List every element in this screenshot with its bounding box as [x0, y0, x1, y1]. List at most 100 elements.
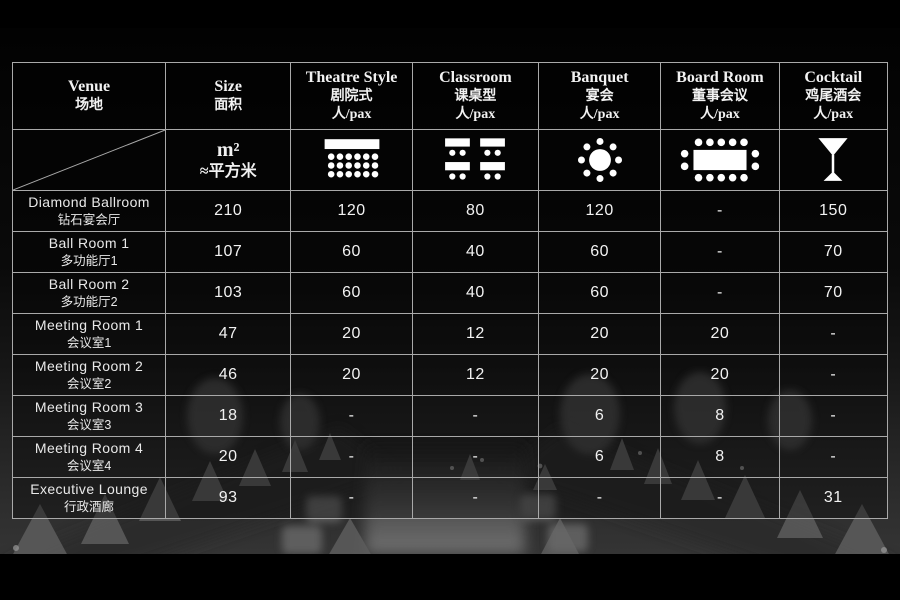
theatre-value: -: [290, 436, 413, 478]
size-value: 18: [165, 395, 292, 437]
column-header-banquet: Banquet 宴会 人/pax: [537, 62, 662, 130]
venue-name-en: Ball Room 2: [48, 276, 130, 293]
size-value: 46: [165, 354, 292, 396]
venue-name-en: Ball Room 1: [48, 235, 130, 252]
venue-cell: Ball Room 2 多功能厅2: [11, 272, 167, 314]
column-header-size: Size 面积: [165, 62, 292, 130]
cocktail-value: 150: [778, 190, 888, 232]
table-row-meeting-room-3: Meeting Room 3 会议室3 18 - - 6 8 -: [11, 395, 888, 437]
board-room-value: -: [660, 231, 780, 273]
size-value: 103: [165, 272, 292, 314]
banquet-value: 6: [537, 436, 662, 478]
table-row-meeting-room-2: Meeting Room 2 会议室2 46 20 12 20 20 -: [11, 354, 888, 396]
table-row-meeting-room-4: Meeting Room 4 会议室4 20 - - 6 8 -: [11, 436, 888, 478]
board-room-value: -: [660, 190, 780, 232]
theatre-header-en: Theatre Style: [305, 69, 398, 87]
banquet-header-pax: 人/pax: [579, 107, 620, 123]
size-value: 107: [165, 231, 292, 273]
venue-diagonal-cell: [11, 129, 167, 191]
venue-cell: Executive Lounge 行政酒廊: [11, 477, 167, 519]
venue-name-cn: 钻石宴会厅: [57, 212, 121, 227]
banquet-value: -: [537, 477, 662, 519]
classroom-value: 40: [411, 231, 539, 273]
board-room-value: -: [660, 477, 780, 519]
cocktail-icon-cell: [778, 129, 888, 191]
cocktail-value: -: [778, 354, 888, 396]
cocktail-value: 70: [778, 231, 888, 273]
column-header-venue: Venue 场地: [11, 62, 167, 130]
classroom-icon: [445, 138, 506, 180]
board-room-value: 8: [660, 436, 780, 478]
size-header-cn: 面积: [214, 97, 243, 113]
board-room-value: -: [660, 272, 780, 314]
cocktail-value: -: [778, 313, 888, 355]
venue-cell: Meeting Room 3 会议室3: [11, 395, 167, 437]
capacity-table: Venue 场地 Size 面积 Theatre Style 剧院式 人/pax…: [11, 62, 888, 519]
venue-name-cn: 行政酒廊: [64, 499, 115, 514]
column-header-classroom: Classroom 课桌型 人/pax: [411, 62, 539, 130]
board-room-table-icon: [680, 138, 760, 182]
banquet-icon-cell: [537, 129, 662, 191]
theatre-icon-cell: [290, 129, 413, 191]
venue-name-en: Meeting Room 1: [34, 317, 144, 334]
cocktail-value: -: [778, 436, 888, 478]
size-unit-cell: m² ≈平方米: [165, 129, 292, 191]
venue-header-en: Venue: [68, 77, 111, 95]
venue-name-cn: 多功能厅2: [60, 294, 118, 309]
banquet-header-en: Banquet: [570, 69, 629, 87]
venue-cell: Meeting Room 2 会议室2: [11, 354, 167, 396]
venue-cell: Meeting Room 1 会议室1: [11, 313, 167, 355]
board-room-value: 20: [660, 354, 780, 396]
theatre-value: 20: [290, 313, 413, 355]
table-row-ball-room-2: Ball Room 2 多功能厅2 103 60 40 60 - 70: [11, 272, 888, 314]
size-value: 210: [165, 190, 292, 232]
column-header-theatre: Theatre Style 剧院式 人/pax: [290, 62, 413, 130]
banquet-value: 120: [537, 190, 662, 232]
venue-name-cn: 多功能厅1: [60, 253, 118, 268]
column-header-board-room: Board Room 董事会议 人/pax: [660, 62, 780, 130]
venue-header-cn: 场地: [75, 97, 104, 113]
venue-cell: Diamond Ballroom 钻石宴会厅: [11, 190, 167, 232]
classroom-value: 80: [411, 190, 539, 232]
board-room-header-en: Board Room: [676, 69, 764, 87]
classroom-value: 12: [411, 354, 539, 396]
size-value: 47: [165, 313, 292, 355]
board-room-icon-cell: [660, 129, 780, 191]
classroom-icon-cell: [411, 129, 539, 191]
venue-name-en: Meeting Room 3: [34, 399, 144, 416]
classroom-value: -: [411, 477, 539, 519]
venue-name-cn: 会议室1: [66, 335, 112, 350]
classroom-value: -: [411, 395, 539, 437]
classroom-header-cn: 课桌型: [454, 89, 497, 105]
venue-cell: Meeting Room 4 会议室4: [11, 436, 167, 478]
venue-name-en: Executive Lounge: [30, 481, 148, 498]
square-meter-symbol: m²: [216, 138, 240, 161]
classroom-value: -: [411, 436, 539, 478]
venue-name-cn: 会议室3: [66, 417, 112, 432]
theatre-value: -: [290, 477, 413, 519]
diagonal-line: [13, 130, 165, 190]
classroom-value: 40: [411, 272, 539, 314]
venue-name-cn: 会议室4: [66, 458, 112, 473]
banquet-header-cn: 宴会: [585, 89, 614, 105]
classroom-header-pax: 人/pax: [455, 107, 496, 123]
header-row-titles: Venue 场地 Size 面积 Theatre Style 剧院式 人/pax…: [11, 62, 888, 130]
banquet-value: 6: [537, 395, 662, 437]
venue-name-cn: 会议室2: [66, 376, 112, 391]
size-header-en: Size: [214, 77, 242, 95]
cocktail-value: 70: [778, 272, 888, 314]
board-room-header-pax: 人/pax: [700, 107, 740, 123]
theatre-header-pax: 人/pax: [331, 107, 372, 123]
theatre-value: 120: [290, 190, 413, 232]
size-value: 20: [165, 436, 292, 478]
cocktail-value: -: [778, 395, 888, 437]
table-row-meeting-room-1: Meeting Room 1 会议室1 47 20 12 20 20 -: [11, 313, 888, 355]
cocktail-value: 31: [778, 477, 888, 519]
theatre-value: 60: [290, 231, 413, 273]
banquet-round-table-icon: [577, 137, 622, 183]
theatre-value: 20: [290, 354, 413, 396]
header-row-icons: m² ≈平方米: [11, 129, 888, 191]
banquet-value: 20: [537, 313, 662, 355]
cocktail-header-cn: 鸡尾酒会: [805, 89, 862, 105]
classroom-value: 12: [411, 313, 539, 355]
